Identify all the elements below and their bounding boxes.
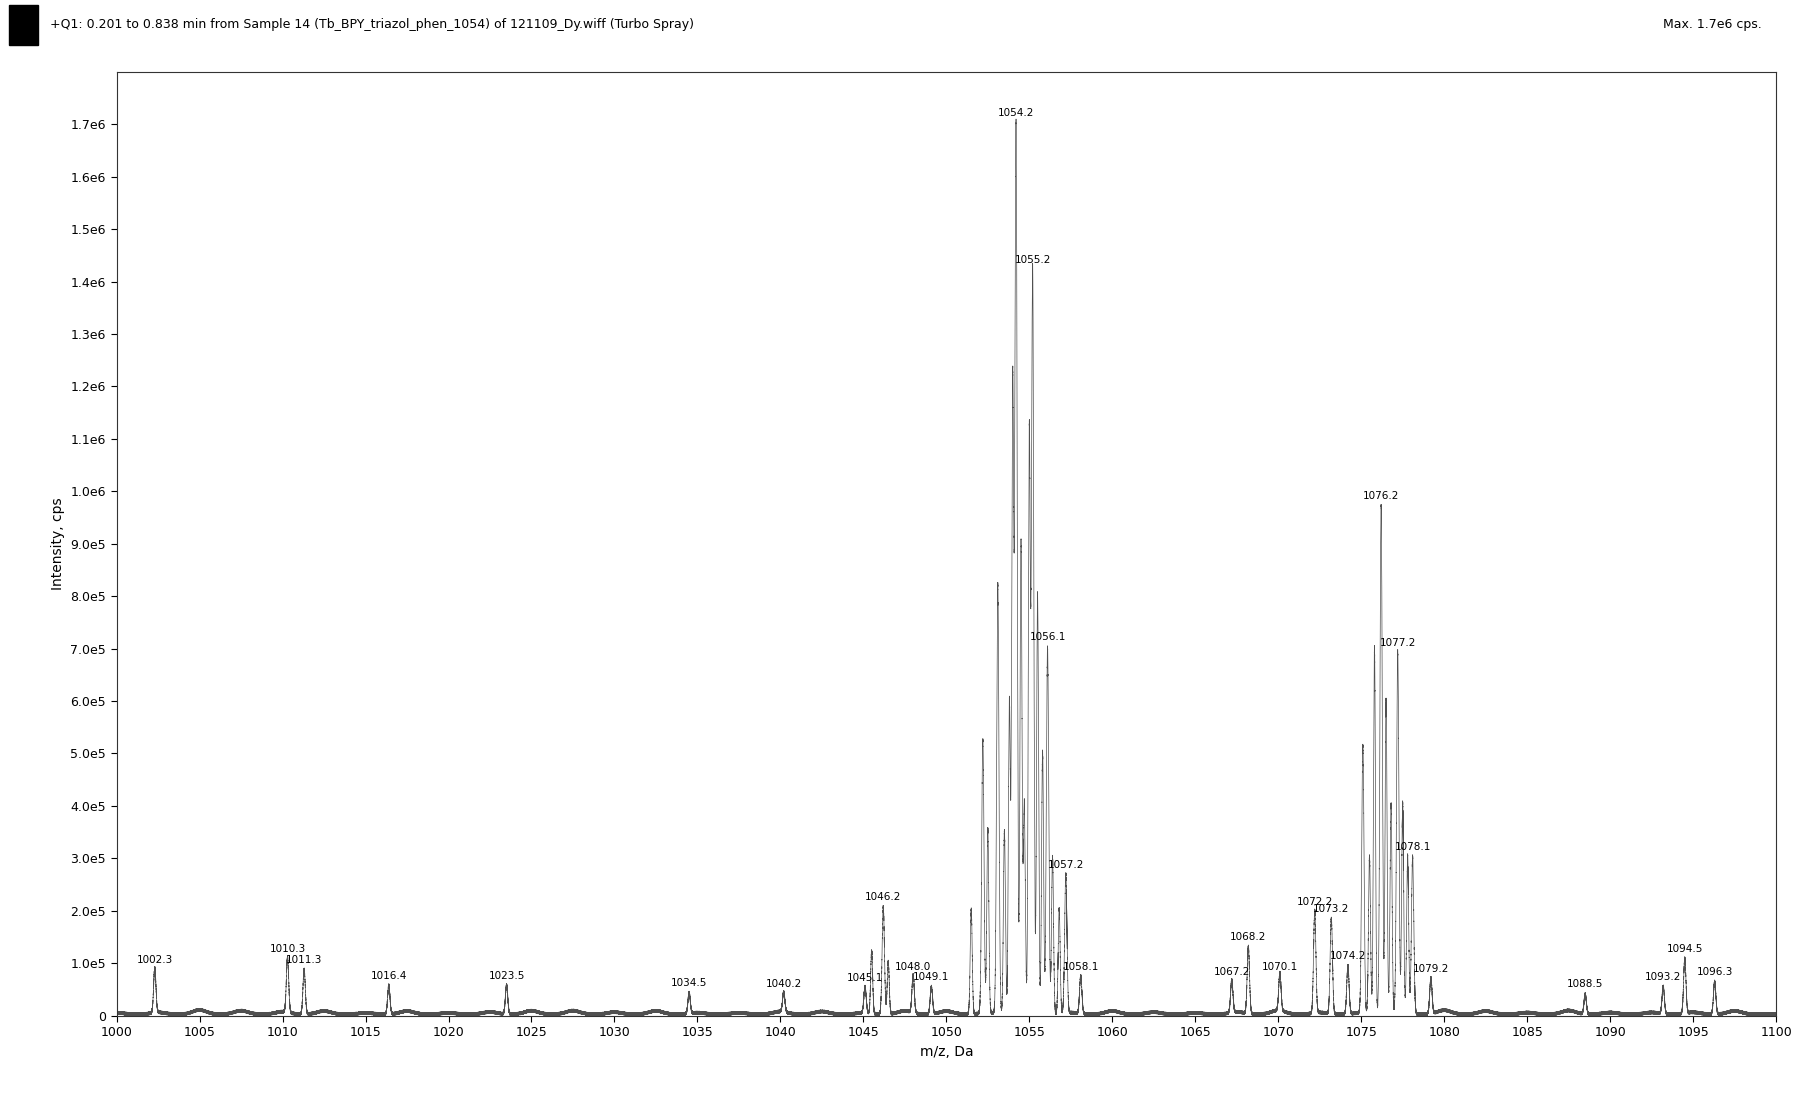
Text: 1076.2: 1076.2 (1363, 490, 1399, 501)
Text: 1077.2: 1077.2 (1380, 637, 1415, 648)
Text: 1070.1: 1070.1 (1261, 962, 1299, 972)
Text: 1002.3: 1002.3 (136, 955, 172, 965)
Text: 1073.2: 1073.2 (1313, 904, 1349, 914)
Text: 1057.2: 1057.2 (1048, 860, 1084, 870)
FancyBboxPatch shape (9, 6, 38, 44)
Text: 1010.3: 1010.3 (269, 944, 305, 954)
Text: 1049.1: 1049.1 (913, 973, 949, 983)
Text: 1016.4: 1016.4 (371, 970, 407, 980)
Text: 1094.5: 1094.5 (1667, 944, 1703, 954)
Text: 1023.5: 1023.5 (488, 970, 526, 980)
Text: 1011.3: 1011.3 (285, 955, 323, 965)
Text: 1072.2: 1072.2 (1297, 898, 1333, 907)
Text: 1055.2: 1055.2 (1014, 255, 1051, 265)
Y-axis label: Intensity, cps: Intensity, cps (50, 498, 65, 590)
Text: 1093.2: 1093.2 (1645, 973, 1681, 983)
Text: 1068.2: 1068.2 (1231, 932, 1267, 943)
Text: 1079.2: 1079.2 (1412, 964, 1450, 974)
X-axis label: m/z, Da: m/z, Da (920, 1044, 972, 1059)
Text: 1096.3: 1096.3 (1697, 967, 1733, 977)
Text: 1040.2: 1040.2 (766, 979, 802, 989)
Text: 1088.5: 1088.5 (1566, 979, 1604, 989)
Text: 1058.1: 1058.1 (1062, 962, 1100, 972)
Text: Max. 1.7e6 cps.: Max. 1.7e6 cps. (1663, 19, 1762, 31)
Text: 1034.5: 1034.5 (671, 978, 707, 988)
Text: 1048.0: 1048.0 (895, 962, 931, 972)
Text: 1074.2: 1074.2 (1329, 952, 1365, 962)
Text: 1067.2: 1067.2 (1213, 967, 1250, 977)
Text: 1056.1: 1056.1 (1030, 633, 1066, 643)
Text: 1045.1: 1045.1 (847, 973, 883, 984)
Text: 1054.2: 1054.2 (997, 108, 1033, 118)
Text: 1046.2: 1046.2 (865, 892, 901, 902)
Text: +Q1: 0.201 to 0.838 min from Sample 14 (Tb_BPY_triazol_phen_1054) of 121109_Dy.w: +Q1: 0.201 to 0.838 min from Sample 14 (… (50, 19, 694, 31)
Text: 1078.1: 1078.1 (1394, 842, 1432, 852)
